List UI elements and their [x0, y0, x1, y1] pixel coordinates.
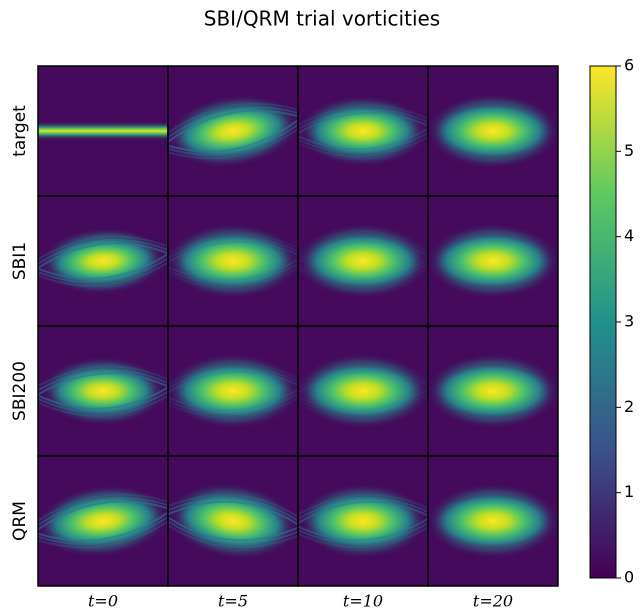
- filament: [298, 497, 428, 545]
- filament: [168, 237, 298, 285]
- filament: [38, 496, 168, 546]
- vortex-core: [171, 101, 295, 161]
- filament: [298, 500, 428, 542]
- filament: [168, 500, 298, 542]
- vorticity-field: [298, 196, 428, 326]
- chart-title: SBI/QRM trial vorticities: [204, 7, 440, 31]
- vortex-core: [45, 364, 161, 418]
- vortex-core: [303, 103, 423, 159]
- row-label: SBI1: [10, 242, 30, 280]
- vortex-core: [303, 491, 423, 551]
- vorticity-field: [428, 66, 558, 196]
- filament: [168, 106, 298, 156]
- filament: [168, 497, 298, 545]
- vortex-core: [45, 234, 161, 288]
- vortex-core: [301, 361, 425, 421]
- vorticity-field: [298, 66, 428, 196]
- colorbar-tick-label: 6: [624, 56, 634, 75]
- vorticity-field: [298, 456, 428, 586]
- panel-frame: [427, 455, 559, 587]
- colorbar-tick-label: 1: [624, 482, 634, 501]
- row-label: QRM: [10, 501, 30, 541]
- filament: [168, 370, 298, 412]
- vortex-core: [431, 101, 555, 161]
- vortex-core: [173, 490, 293, 552]
- filament: [38, 365, 168, 417]
- vorticity-field: [38, 196, 168, 326]
- row-label: SBI200: [10, 361, 30, 421]
- filament: [298, 111, 428, 151]
- vortex-core: [171, 231, 295, 291]
- filament: [298, 108, 428, 154]
- vorticity-field: [168, 196, 298, 326]
- filament: [168, 367, 298, 415]
- filament: [38, 372, 168, 410]
- filament: [38, 235, 168, 287]
- filament: [298, 370, 428, 412]
- vorticity-field: [38, 456, 168, 586]
- filament: [298, 363, 428, 419]
- filament: [38, 242, 168, 280]
- vorticity-field: [168, 456, 298, 586]
- filament: [298, 233, 428, 289]
- vortex-core: [431, 361, 555, 421]
- vorticity-field: [428, 456, 558, 586]
- vorticity-field: [38, 326, 168, 456]
- vorticity-field: [168, 66, 298, 196]
- row-label: target: [10, 105, 30, 157]
- filament: [298, 104, 428, 158]
- vorticity-field: [298, 326, 428, 456]
- column-label: t=10: [343, 592, 383, 611]
- filament: [298, 493, 428, 549]
- vortex-core: [171, 361, 295, 421]
- vortex-sheet: [38, 121, 168, 141]
- vortex-core: [41, 492, 165, 550]
- column-label: t=20: [473, 592, 513, 611]
- vortex-core: [301, 231, 425, 291]
- vortex-core: [431, 231, 555, 291]
- filament: [168, 493, 298, 549]
- column-label: t=0: [88, 592, 118, 611]
- colorbar-tick-label: 3: [624, 312, 634, 331]
- vorticity-field: [428, 326, 558, 456]
- filament: [298, 240, 428, 282]
- colorbar: [589, 65, 617, 579]
- colorbar-tick-label: 0: [624, 568, 634, 587]
- filament: [168, 363, 298, 419]
- vorticity-field: [428, 196, 558, 326]
- image-grid: [37, 65, 559, 587]
- filament: [38, 500, 168, 542]
- filament: [168, 233, 298, 289]
- filament: [298, 237, 428, 285]
- vorticity-field: [168, 326, 298, 456]
- colorbar-tick-label: 2: [624, 397, 634, 416]
- filament: [298, 367, 428, 415]
- vortex-core: [431, 491, 555, 551]
- filament: [38, 238, 168, 284]
- vorticity-field: [38, 66, 168, 196]
- filament: [168, 109, 298, 153]
- filament: [168, 240, 298, 282]
- colorbar-tick-label: 4: [624, 226, 634, 245]
- filament: [38, 368, 168, 414]
- column-label: t=5: [218, 592, 248, 611]
- colorbar-tick-label: 5: [624, 141, 634, 160]
